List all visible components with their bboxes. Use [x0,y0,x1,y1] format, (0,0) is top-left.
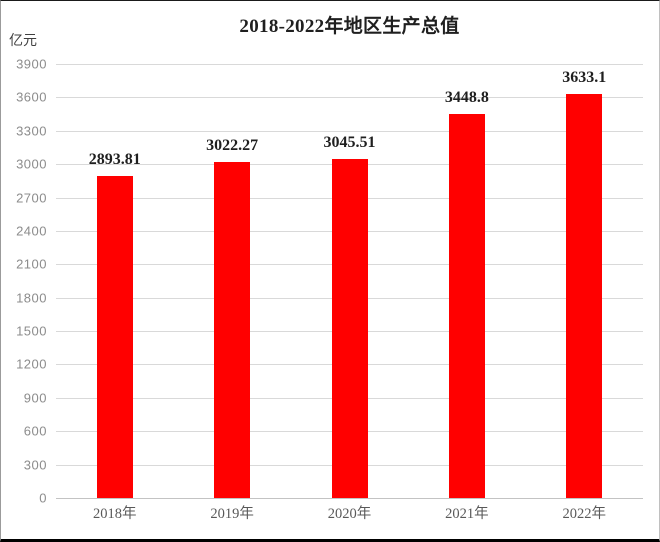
x-axis-label-2021: 2021年 [445,506,489,522]
data-label-2022: 3633.1 [562,68,607,86]
y-axis: 3900 3600 3300 3000 2700 2400 2100 1800 1500 1200… [1,58,47,505]
y-axis-tick-label: 600 [23,423,47,439]
y-axis-tick-label: 3900 [16,56,47,72]
x-axis-baseline [56,498,643,499]
gridline [56,64,643,65]
y-axis-tick-label: 2400 [16,223,47,239]
bar-2022 [566,93,603,498]
x-axis-label-2019: 2019年 [210,506,254,522]
data-label-2021: 3448.8 [444,89,489,107]
y-axis-tick-label: 3300 [16,123,47,139]
plot-area: 2893.81 2018年 3022.27 2019年 3045.51 2020年 3448… [56,64,643,521]
y-axis-tick-label: 1500 [16,323,47,339]
data-label-2019: 3022.27 [206,136,259,154]
y-axis-tick-label: 0 [39,490,47,506]
y-axis-tick-label: 1800 [16,290,47,306]
chart-title: 2018-2022年地区生产总值 [239,16,460,37]
y-axis-tick-label: 3000 [16,156,47,172]
x-axis-label-2022: 2022年 [562,506,607,522]
data-label-2020: 3045.51 [323,134,376,152]
y-axis-tick-label: 2100 [16,256,47,272]
bar-2021 [448,114,485,498]
bar-2018 [96,175,133,498]
y-axis-tick-label: 1200 [16,356,47,372]
gridline [56,97,643,99]
bar-2019 [214,161,251,498]
bar-2020 [331,159,368,498]
y-axis-tick-label: 3600 [16,89,47,105]
gridline [56,130,643,132]
x-axis-label-2020: 2020年 [327,506,372,522]
x-axis-label-2018: 2018年 [92,506,137,522]
data-label-2018: 2893.81 [88,150,141,168]
y-axis-unit-label: 亿元 [9,32,37,48]
y-axis-tick-label: 900 [23,390,47,406]
y-axis-tick-label: 300 [23,457,47,473]
y-axis-tick-label: 2700 [16,190,47,206]
